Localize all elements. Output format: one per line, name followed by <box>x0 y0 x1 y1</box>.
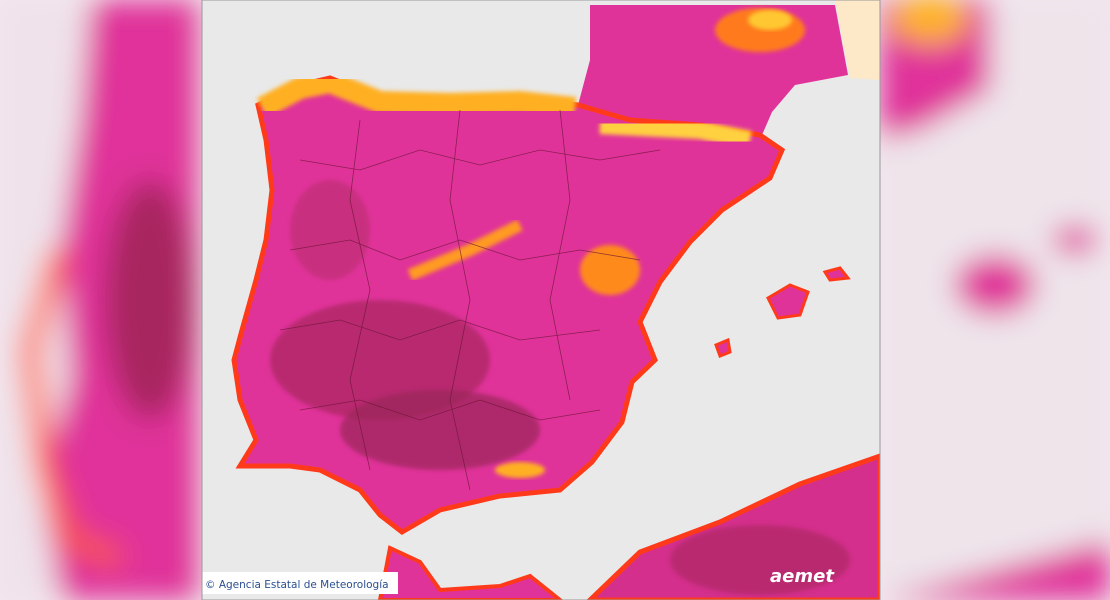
heat-zone <box>580 245 640 295</box>
hot-zone <box>290 180 370 280</box>
credit-box <box>202 572 398 594</box>
hot-zone <box>270 300 490 420</box>
land-edge <box>835 0 880 80</box>
hot-zone <box>340 390 540 470</box>
heat-zone <box>748 10 792 30</box>
province-borders <box>279 109 661 491</box>
balearic-island <box>766 283 810 320</box>
heat-zone <box>407 219 523 281</box>
heat-zone <box>256 70 577 119</box>
balearic-island <box>822 266 851 282</box>
map-panel: © Agencia Estatal de Meteorología aemet <box>202 0 880 600</box>
hot-zone <box>670 525 850 595</box>
aemet-logo: aemet <box>770 566 835 587</box>
heat-zone <box>495 462 545 478</box>
morocco <box>377 545 564 600</box>
credit: © Agencia Estatal de Meteorología <box>205 579 389 591</box>
heat-zone <box>599 116 752 149</box>
balearic-island <box>714 337 732 358</box>
panel-border <box>201 0 881 600</box>
